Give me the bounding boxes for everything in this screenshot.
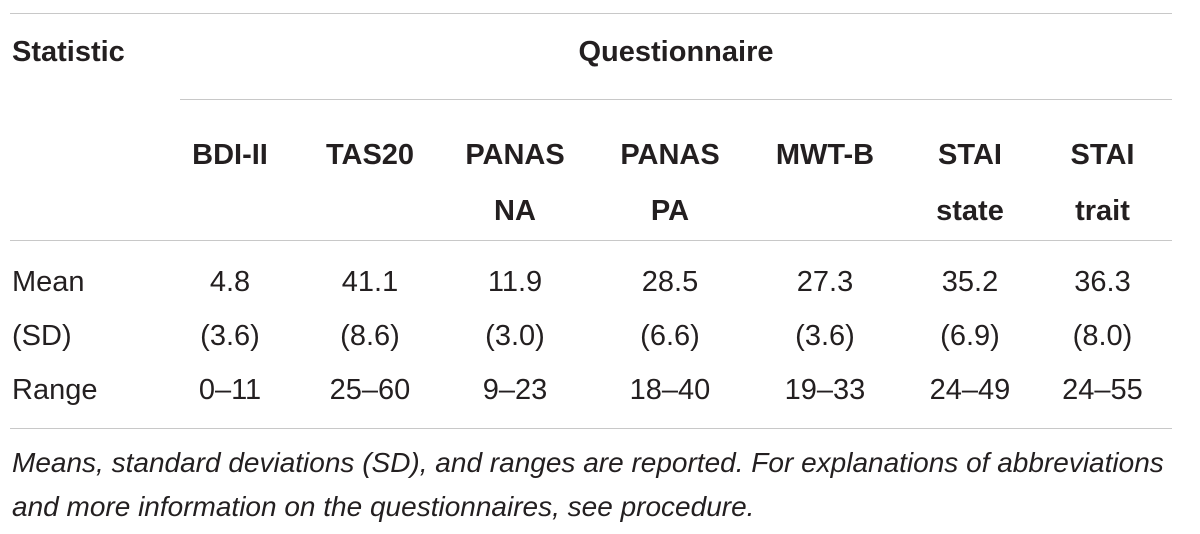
table-cell: 36.3 (1074, 266, 1131, 298)
table-cell: (6.6) (640, 320, 700, 352)
column-header-mwt-b: MWT-B (755, 127, 895, 183)
table-cell: 9–23 (482, 374, 548, 406)
column-header-line1: BDI-II (192, 139, 268, 171)
table-cell: 28.5 (641, 266, 699, 298)
table-cell: 35.2 (941, 266, 999, 298)
table-cell: 4.8 (209, 266, 251, 298)
table-cell: (3.6) (795, 320, 855, 352)
statistic-header: Statistic (12, 36, 125, 68)
row-label-mean: Mean (12, 266, 85, 298)
table-cell: 19–33 (784, 374, 866, 406)
column-header-line2: PA (650, 195, 690, 227)
column-header-stai-state: STAI state (905, 127, 1035, 239)
column-header-line2: NA (494, 195, 536, 227)
questionnaire-group-header: Questionnaire (578, 36, 774, 68)
table-footnote: Means, standard deviations (SD), and ran… (12, 447, 1164, 522)
row-label-range: Range (12, 374, 98, 406)
table-cell: 24–49 (929, 374, 1011, 406)
table-cell: (3.0) (485, 320, 545, 352)
table-cell: (3.6) (200, 320, 260, 352)
table-cell: 18–40 (629, 374, 711, 406)
column-header-line1: STAI (938, 139, 1002, 171)
table-cell: (8.6) (340, 320, 400, 352)
column-header-line1: PANAS (620, 139, 720, 171)
table-cell: 25–60 (329, 374, 411, 406)
table-cell: 24–55 (1062, 374, 1143, 406)
column-header-bdi: BDI-II (180, 127, 280, 183)
table-cell: 27.3 (796, 266, 854, 298)
column-header-tas20: TAS20 (300, 127, 440, 183)
row-label-sd: (SD) (12, 320, 72, 352)
header-rule (10, 240, 1172, 241)
bottom-rule (10, 428, 1172, 429)
column-header-line1: MWT-B (775, 139, 875, 171)
column-header-line1: STAI (1070, 139, 1135, 171)
group-rule (180, 99, 1172, 100)
column-header-panas-na: PANAS NA (445, 127, 585, 239)
column-header-line2: trait (1075, 195, 1130, 227)
table-cell: (6.9) (940, 320, 1000, 352)
table-cell: (8.0) (1072, 320, 1133, 352)
top-rule (10, 13, 1172, 14)
column-header-stai-trait: STAI trait (1040, 127, 1165, 239)
column-header-line1: PANAS (465, 139, 565, 171)
table-cell: 41.1 (341, 266, 399, 298)
column-header-panas-pa: PANAS PA (600, 127, 740, 239)
table-cell: 11.9 (487, 266, 543, 298)
column-header-line2: state (936, 195, 1004, 227)
column-header-line1: TAS20 (325, 139, 415, 171)
table-cell: 0–11 (198, 374, 262, 406)
